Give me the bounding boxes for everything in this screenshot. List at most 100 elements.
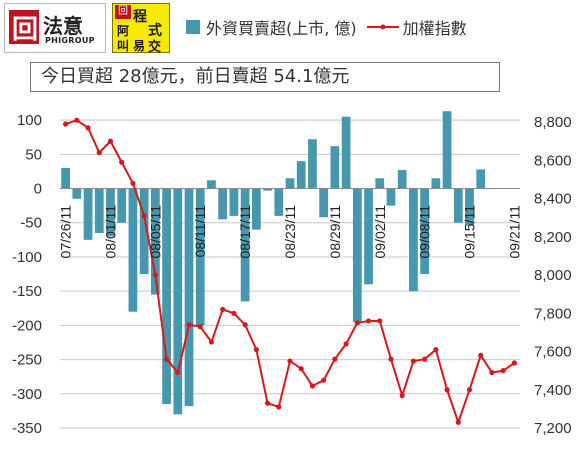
x-tick-label: 08/05/11	[147, 205, 163, 259]
line-point	[399, 392, 405, 399]
line-point	[175, 369, 181, 376]
y-tick-label-left: -250	[12, 352, 42, 369]
bar	[184, 188, 194, 407]
bar	[274, 188, 284, 216]
line-point	[74, 117, 80, 123]
line-point	[489, 369, 495, 376]
logo-subname: PHIGROUP	[45, 36, 95, 45]
line-point	[287, 358, 293, 364]
bar	[162, 188, 171, 405]
line-point	[511, 360, 517, 366]
line-point	[455, 419, 461, 425]
line-point	[231, 310, 237, 316]
y-tick-label-left: 100	[17, 112, 42, 129]
bar	[195, 188, 205, 326]
bar	[72, 188, 82, 199]
line-point	[377, 318, 383, 324]
line-point	[444, 387, 450, 393]
y-axis-left: 100 50 0 -50 -100 -150 -200 -250 -300 -350	[12, 112, 42, 437]
y-tick-label-left: -350	[12, 420, 42, 437]
line-point	[197, 324, 203, 330]
program-trading-logo: 回 程 式 交 易 阿 叫	[112, 3, 170, 55]
line-point	[410, 358, 417, 364]
bar	[465, 188, 474, 226]
line-point	[500, 368, 506, 374]
y-tick-label-right: 7,800	[534, 305, 572, 322]
y-tick-label-right: 8,600	[534, 152, 572, 169]
logo-char: 阿	[117, 24, 130, 38]
x-tick-label: 09/02/11	[372, 205, 388, 259]
bar	[476, 169, 486, 189]
line-point	[298, 366, 304, 372]
line-point	[63, 121, 69, 127]
logo-mark-icon: 回	[9, 10, 39, 45]
bar	[61, 168, 70, 189]
line-point	[141, 213, 147, 219]
bar	[173, 188, 183, 415]
line-point	[96, 150, 102, 156]
bar	[139, 188, 149, 275]
x-tick-label: 08/29/11	[327, 205, 343, 259]
x-tick-label: 09/21/11	[506, 205, 522, 259]
x-tick-label: 08/17/11	[237, 205, 253, 259]
x-tick-label: 08/11/11	[192, 205, 208, 258]
bar-series	[61, 111, 486, 415]
chart-subtitle: 今日買超 28億元，前日賣超 54.1億元	[30, 62, 500, 92]
bar	[218, 188, 228, 220]
y-tick-label-left: 50	[25, 146, 42, 163]
phigroup-logo: 回 法意 PHIGROUP	[4, 3, 106, 53]
bar	[319, 188, 329, 218]
line-point	[163, 356, 170, 362]
logo-char: 程	[133, 9, 147, 25]
line-point	[466, 387, 473, 393]
bar	[375, 178, 385, 189]
legend-bar-swatch	[186, 20, 200, 34]
bar	[420, 188, 430, 275]
line-point	[85, 125, 91, 131]
line-point	[220, 306, 226, 313]
line-point	[433, 347, 439, 353]
bar	[409, 188, 418, 292]
line-point	[343, 341, 349, 347]
y-tick-label-right: 8,000	[534, 267, 572, 284]
line-point	[264, 400, 271, 406]
bar	[106, 188, 115, 237]
y-tick-label-right: 7,200	[534, 420, 572, 437]
y-tick-label-right: 8,200	[534, 229, 572, 246]
logo-char: 易	[133, 39, 146, 53]
logo-name: 法意	[43, 14, 83, 38]
x-axis-labels: 07/26/11 08/01/11 08/05/11 08/11/11 08/17/11…	[58, 205, 523, 259]
line-point	[152, 272, 158, 278]
bar	[251, 188, 261, 230]
legend: 外資買賣超(上市, 億) 加權指數	[186, 14, 467, 40]
line-point	[321, 377, 327, 383]
bar	[308, 139, 317, 189]
y-tick-label-right: 8,400	[534, 191, 572, 208]
legend-bar-label: 外資買賣超(上市, 億)	[206, 19, 357, 38]
line-point	[332, 356, 338, 362]
x-tick-label: 07/26/11	[58, 205, 74, 259]
bar	[397, 170, 407, 189]
y-tick-label-right: 7,400	[534, 382, 572, 399]
line-point	[186, 322, 192, 328]
line-series	[63, 117, 517, 426]
line-point	[365, 318, 372, 324]
bar	[207, 180, 216, 189]
y-tick-label-left: -50	[20, 215, 42, 232]
bar	[431, 178, 441, 189]
line-point	[309, 383, 316, 389]
line-point	[208, 339, 215, 345]
line-point	[354, 320, 360, 326]
bar	[128, 188, 138, 312]
bar	[352, 188, 362, 322]
y-tick-label-left: 0	[34, 181, 42, 198]
y-tick-label-right: 7,600	[534, 344, 572, 361]
line-point	[478, 352, 484, 358]
logo-char: 交	[148, 40, 162, 55]
bar	[330, 146, 340, 189]
x-tick-label: 08/23/11	[282, 205, 298, 259]
x-tick-label: 08/01/11	[102, 205, 118, 259]
line-point	[253, 347, 259, 353]
y-tick-label-left: -150	[12, 283, 42, 300]
